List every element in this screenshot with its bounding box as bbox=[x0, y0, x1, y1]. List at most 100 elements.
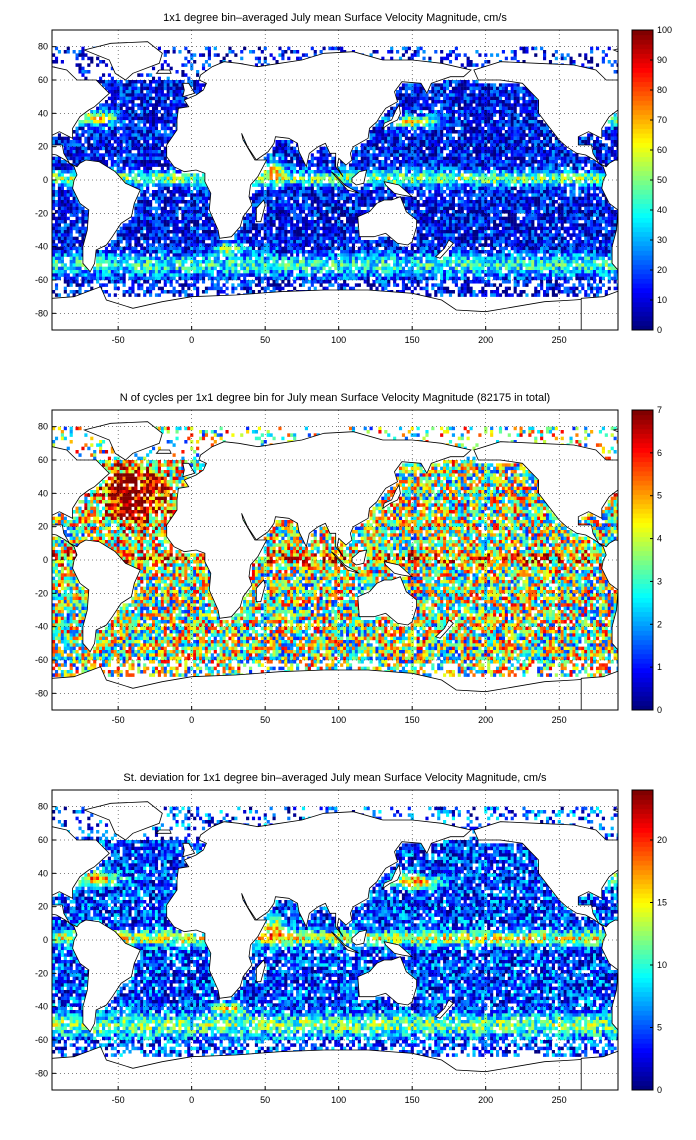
data-cell bbox=[378, 190, 382, 194]
data-cell bbox=[122, 86, 126, 91]
data-cell bbox=[166, 76, 170, 81]
data-cell bbox=[578, 163, 582, 167]
data-cell bbox=[560, 170, 564, 174]
data-cell bbox=[495, 130, 500, 134]
data-cell bbox=[348, 176, 353, 181]
data-cell bbox=[466, 113, 470, 117]
data-cell bbox=[501, 146, 505, 151]
data-cell bbox=[316, 220, 320, 224]
data-cell bbox=[101, 130, 106, 134]
data-cell bbox=[119, 110, 123, 114]
data-cell bbox=[204, 46, 209, 51]
data-cell bbox=[493, 133, 497, 137]
data-cell bbox=[410, 163, 414, 167]
data-cell bbox=[440, 180, 444, 184]
data-cell bbox=[384, 166, 388, 171]
data-cell bbox=[278, 153, 282, 157]
data-cell bbox=[81, 206, 85, 211]
data-cell bbox=[404, 100, 408, 104]
data-cell bbox=[134, 163, 138, 167]
data-cell bbox=[101, 153, 106, 157]
data-cell bbox=[193, 83, 197, 87]
data-cell bbox=[466, 153, 470, 157]
data-cell bbox=[534, 183, 538, 187]
data-cell bbox=[531, 160, 535, 164]
data-cell bbox=[572, 186, 576, 191]
data-cell bbox=[307, 176, 311, 181]
data-cell bbox=[463, 213, 467, 217]
data-cell bbox=[75, 220, 79, 224]
data-cell bbox=[454, 220, 458, 224]
data-cell bbox=[534, 206, 538, 211]
data-cell bbox=[443, 146, 447, 151]
data-cell bbox=[87, 130, 91, 134]
data-cell bbox=[545, 216, 550, 221]
data-cell bbox=[454, 150, 458, 154]
data-cell bbox=[369, 193, 373, 197]
data-cell bbox=[431, 153, 435, 157]
data-cell bbox=[498, 120, 503, 124]
data-cell bbox=[166, 120, 170, 124]
data-cell bbox=[537, 210, 541, 214]
data-cell bbox=[422, 123, 426, 127]
data-cell bbox=[331, 196, 335, 201]
data-cell bbox=[375, 136, 379, 141]
data-cell bbox=[454, 46, 458, 51]
data-cell bbox=[501, 170, 505, 174]
data-cell bbox=[196, 73, 200, 77]
data-cell bbox=[522, 220, 526, 224]
data-cell bbox=[584, 216, 588, 221]
data-cell bbox=[513, 83, 517, 87]
data-cell bbox=[178, 220, 182, 224]
data-cell bbox=[310, 153, 314, 157]
data-cell bbox=[316, 213, 320, 217]
data-cell bbox=[448, 120, 453, 124]
data-cell bbox=[57, 210, 62, 214]
data-cell bbox=[481, 140, 485, 144]
data-cell bbox=[401, 140, 406, 144]
data-cell bbox=[128, 80, 132, 84]
data-cell bbox=[181, 186, 185, 191]
data-cell bbox=[466, 60, 470, 64]
data-cell bbox=[493, 146, 497, 151]
data-cell bbox=[149, 113, 153, 117]
data-cell bbox=[157, 110, 161, 114]
data-cell bbox=[151, 86, 156, 91]
data-cell bbox=[157, 150, 161, 154]
data-cell bbox=[498, 190, 503, 194]
data-cell bbox=[248, 216, 253, 221]
data-cell bbox=[593, 153, 597, 157]
data-cell bbox=[134, 130, 138, 134]
data-cell bbox=[522, 123, 526, 127]
data-cell bbox=[175, 176, 179, 181]
data-cell bbox=[119, 140, 123, 144]
data-cell bbox=[99, 160, 103, 164]
data-cell bbox=[199, 213, 203, 217]
data-cell bbox=[472, 140, 476, 144]
data-cell bbox=[451, 50, 456, 54]
data-cell bbox=[366, 146, 370, 151]
data-cell bbox=[378, 170, 382, 174]
data-cell bbox=[272, 170, 276, 174]
data-cell bbox=[78, 70, 82, 74]
data-cell bbox=[78, 126, 82, 131]
data-cell bbox=[143, 86, 147, 91]
data-cell bbox=[581, 203, 585, 207]
data-cell bbox=[413, 110, 417, 114]
data-cell bbox=[460, 143, 464, 147]
data-cell bbox=[87, 120, 91, 124]
data-cell bbox=[193, 90, 197, 94]
data-cell bbox=[481, 63, 485, 67]
data-cell bbox=[257, 193, 261, 197]
data-cell bbox=[407, 170, 411, 174]
data-cell bbox=[357, 153, 361, 157]
data-cell bbox=[163, 173, 167, 177]
data-cell bbox=[160, 66, 164, 71]
data-cell bbox=[298, 156, 303, 161]
data-cell bbox=[493, 186, 497, 191]
data-cell bbox=[404, 106, 408, 111]
data-cell bbox=[419, 156, 423, 161]
data-cell bbox=[504, 173, 508, 177]
data-cell bbox=[378, 173, 382, 177]
data-cell bbox=[431, 146, 435, 151]
